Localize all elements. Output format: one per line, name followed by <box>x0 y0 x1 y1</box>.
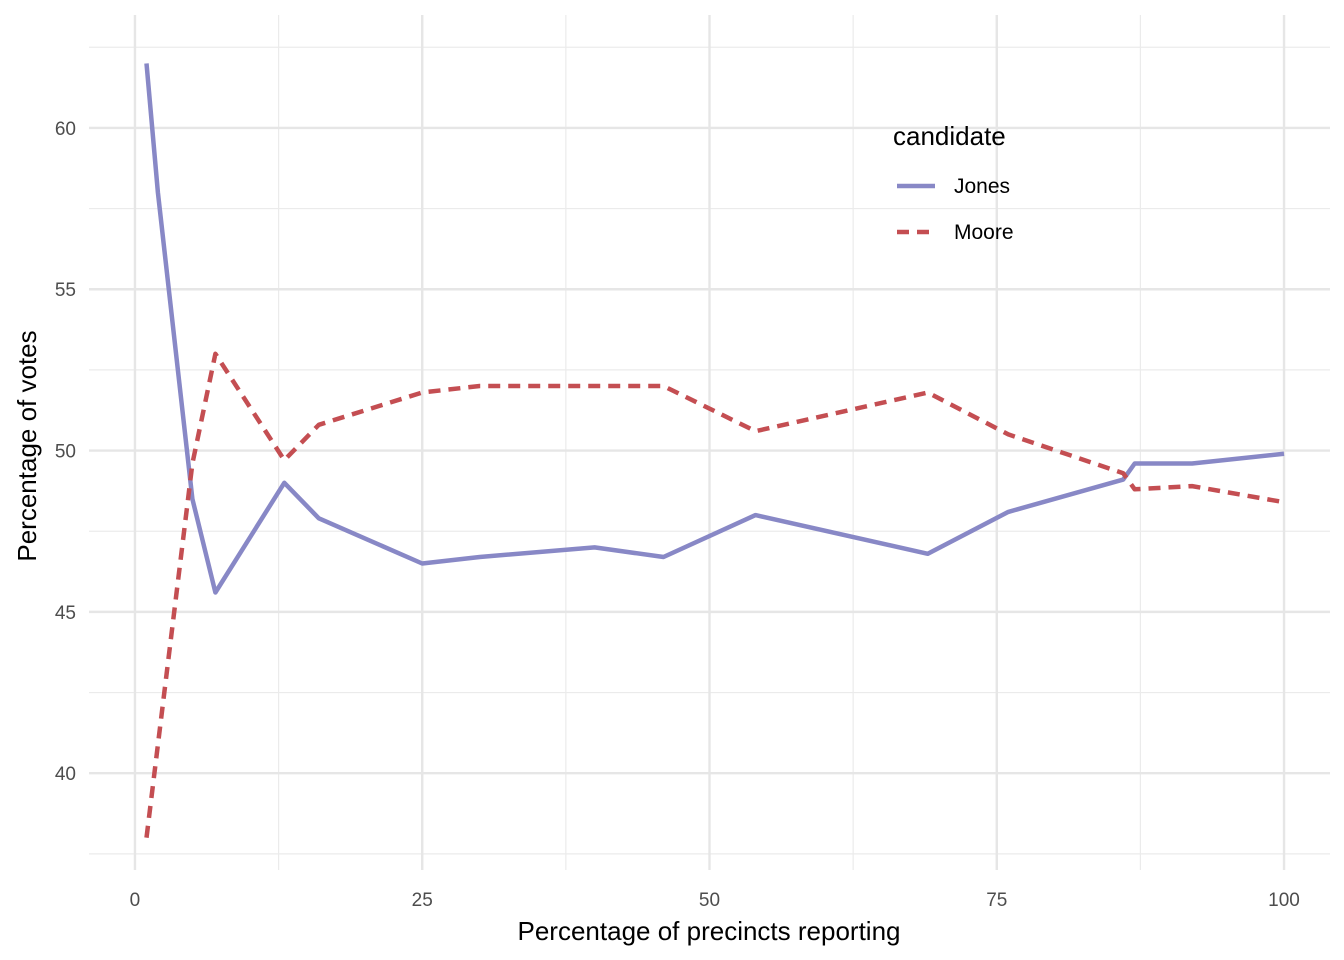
x-tick-label: 50 <box>699 890 720 911</box>
y-tick-label: 60 <box>55 119 76 140</box>
major-gridlines <box>89 15 1330 870</box>
legend-title: candidate <box>893 121 1006 151</box>
legend: candidate Jones Moore <box>893 121 1014 244</box>
x-tick-label: 75 <box>986 890 1007 911</box>
legend-label-moore: Moore <box>954 221 1014 244</box>
x-axis-title: Percentage of precincts reporting <box>518 916 901 946</box>
y-tick-label: 50 <box>55 442 76 463</box>
y-axis-title: Percentage of votes <box>12 330 42 561</box>
series-line-moore <box>144 351 1285 838</box>
x-axis-ticks: 0 25 50 75 100 <box>130 890 1300 911</box>
x-tick-label: 25 <box>412 890 433 911</box>
y-axis-ticks: 40 45 50 55 60 <box>55 119 76 785</box>
y-tick-label: 40 <box>55 764 76 785</box>
legend-label-jones: Jones <box>954 175 1010 198</box>
y-tick-label: 45 <box>55 603 76 624</box>
series-line-jones <box>144 63 1285 595</box>
series-layer <box>144 63 1285 838</box>
x-tick-label: 0 <box>130 890 141 911</box>
y-tick-label: 55 <box>55 280 76 301</box>
x-tick-label: 100 <box>1268 890 1300 911</box>
